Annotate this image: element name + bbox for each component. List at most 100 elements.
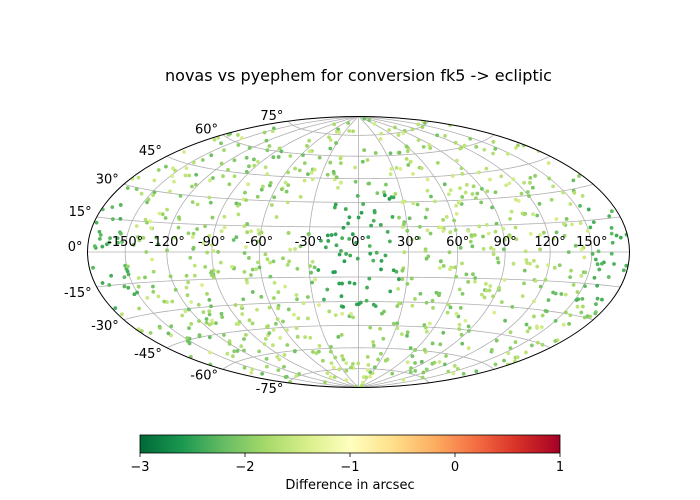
data-point [463, 318, 468, 323]
data-point [395, 321, 400, 326]
data-point [351, 315, 355, 320]
data-point [235, 349, 240, 353]
data-point [531, 258, 536, 263]
data-point [367, 276, 372, 281]
data-point [599, 261, 604, 266]
data-point [337, 367, 342, 372]
data-point [242, 251, 247, 255]
data-point [271, 343, 275, 348]
data-point [116, 240, 120, 245]
data-point [240, 136, 244, 140]
data-point [125, 269, 130, 274]
data-point [340, 311, 344, 316]
data-point [491, 247, 496, 252]
data-point [149, 226, 153, 231]
data-point [448, 305, 453, 310]
data-point [329, 361, 334, 366]
data-point [621, 268, 626, 273]
data-point [346, 221, 350, 226]
data-point [334, 243, 339, 248]
data-point [457, 287, 462, 292]
data-point [339, 248, 343, 253]
data-point [400, 200, 405, 205]
data-point [379, 258, 384, 263]
data-point [294, 293, 299, 297]
data-point [484, 223, 489, 227]
data-point [207, 312, 212, 317]
parallel-line [288, 368, 429, 384]
data-point [499, 174, 504, 179]
data-point [473, 276, 478, 280]
data-point [205, 250, 210, 255]
data-point [166, 331, 171, 336]
data-point [455, 158, 459, 163]
data-point [423, 325, 428, 330]
data-point [247, 256, 251, 260]
data-point [568, 275, 573, 280]
data-point [379, 267, 383, 272]
data-point [366, 235, 371, 240]
data-point [325, 233, 330, 238]
latitude-tick-label: 15° [69, 205, 92, 220]
data-point [372, 122, 377, 126]
data-point [473, 196, 478, 201]
data-point [390, 215, 395, 219]
latitude-tick-label: 30° [96, 172, 119, 187]
data-point [278, 336, 283, 340]
data-point [514, 237, 519, 242]
data-point [134, 224, 139, 228]
data-point [242, 365, 247, 370]
data-point [341, 357, 346, 362]
data-point [528, 261, 532, 266]
data-point [391, 321, 396, 326]
data-point [259, 230, 264, 235]
data-point [220, 315, 225, 320]
data-point [382, 193, 387, 198]
data-point [508, 346, 513, 351]
data-point [579, 247, 584, 252]
data-point [344, 361, 349, 366]
data-point [453, 140, 458, 145]
data-point [338, 161, 343, 166]
data-point [113, 306, 118, 310]
colorbar-tick-label: −2 [235, 460, 254, 475]
data-point [323, 380, 327, 385]
data-point [268, 274, 273, 279]
data-point [275, 317, 280, 322]
data-point [441, 229, 446, 233]
data-point [340, 236, 345, 240]
data-point [156, 168, 161, 172]
data-point [266, 324, 271, 328]
data-point [365, 285, 369, 290]
data-point [148, 219, 152, 224]
data-point [244, 198, 248, 203]
data-point [431, 305, 435, 310]
data-point [264, 357, 269, 361]
data-point [94, 220, 99, 225]
data-point [323, 245, 328, 250]
data-point [339, 294, 344, 299]
data-point [170, 299, 175, 304]
data-point [417, 236, 422, 240]
data-point [156, 242, 161, 247]
data-point [262, 130, 267, 135]
data-point [428, 321, 432, 326]
data-point [328, 160, 333, 165]
data-point [350, 232, 355, 237]
data-point [263, 337, 268, 341]
data-point [136, 235, 141, 239]
data-point [447, 250, 452, 255]
data-point [491, 151, 495, 156]
data-point [195, 227, 199, 231]
data-point [488, 177, 492, 182]
data-point [356, 215, 361, 220]
data-point [508, 330, 513, 335]
data-point [282, 364, 286, 369]
data-point [183, 173, 188, 178]
data-point [404, 156, 409, 161]
data-point [391, 268, 396, 273]
latitude-tick-label: -75° [256, 382, 284, 397]
data-point [341, 225, 346, 230]
data-point [609, 225, 614, 230]
data-point [583, 270, 588, 275]
